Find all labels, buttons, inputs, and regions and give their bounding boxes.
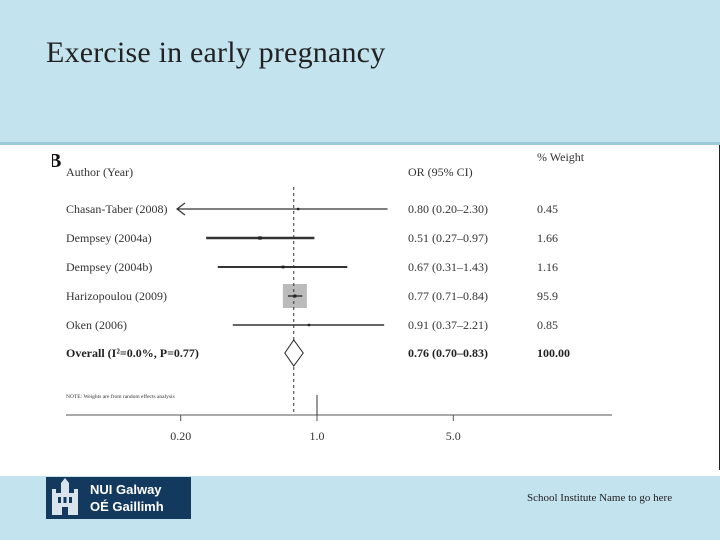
header-or: OR (95% CI) bbox=[408, 165, 473, 179]
point-estimate-dot bbox=[293, 294, 297, 298]
x-tick-label: 5.0 bbox=[446, 429, 461, 443]
institute-name: School Institute Name to go here bbox=[527, 492, 673, 504]
header-weight: % Weight bbox=[537, 150, 585, 164]
study-row: Chasan-Taber (2008) 0.80 (0.20–2.30) 0.45 bbox=[66, 202, 558, 216]
study-or-text: 0.77 (0.71–0.84) bbox=[408, 289, 488, 303]
study-or-text: 0.67 (0.31–1.43) bbox=[408, 260, 488, 274]
study-label: Oken (2006) bbox=[66, 318, 127, 332]
study-weight-text: 1.16 bbox=[537, 260, 558, 274]
point-estimate-box bbox=[258, 236, 262, 240]
study-or-text: 0.80 (0.20–2.30) bbox=[408, 202, 488, 216]
study-row: Harizopoulou (2009) 0.77 (0.71–0.84) 95.9 bbox=[66, 284, 558, 308]
header-band bbox=[0, 0, 720, 142]
ci-arrow-left bbox=[176, 202, 186, 216]
logo-text-irish: OÉ Gaillimh bbox=[90, 499, 164, 514]
study-or-text: 0.51 (0.27–0.97) bbox=[408, 231, 488, 245]
x-axis-ticks: 0.20 1.0 5.0 bbox=[170, 415, 461, 443]
logo-text-english: NUI Galway bbox=[90, 482, 162, 497]
forest-rows: Chasan-Taber (2008) 0.80 (0.20–2.30) 0.45 D… bbox=[66, 202, 558, 332]
study-label: Dempsey (2004b) bbox=[66, 260, 152, 274]
chart-note: NOTE: Weights are from random effects an… bbox=[66, 393, 175, 400]
x-tick-label: 1.0 bbox=[310, 429, 325, 443]
study-weight-text: 0.85 bbox=[537, 318, 558, 332]
slide-title: Exercise in early pregnancy bbox=[46, 36, 386, 69]
building-icon bbox=[46, 477, 84, 519]
study-label: Harizopoulou (2009) bbox=[66, 289, 167, 303]
forest-plot-panel: B Author (Year) OR (95% CI) % Weight Cha… bbox=[48, 145, 720, 470]
study-weight-text: 1.66 bbox=[537, 231, 558, 245]
study-row: Dempsey (2004b) 0.67 (0.31–1.43) 1.16 bbox=[66, 260, 558, 274]
panel-label: B bbox=[52, 150, 61, 172]
study-label: Dempsey (2004a) bbox=[66, 231, 152, 245]
header-divider bbox=[0, 142, 720, 145]
overall-label: Overall (I²=0.0%, P=0.77) bbox=[66, 346, 199, 360]
study-weight-text: 95.9 bbox=[537, 289, 558, 303]
point-estimate-box bbox=[307, 323, 311, 327]
point-estimate-box bbox=[296, 207, 300, 211]
study-row: Dempsey (2004a) 0.51 (0.27–0.97) 1.66 bbox=[66, 231, 558, 245]
university-logo[interactable]: NUI Galway OÉ Gaillimh bbox=[46, 477, 191, 519]
point-estimate-box bbox=[281, 265, 285, 269]
study-label: Chasan-Taber (2008) bbox=[66, 202, 167, 216]
x-tick-label: 0.20 bbox=[170, 429, 191, 443]
study-weight-text: 0.45 bbox=[537, 202, 558, 216]
overall-weight-text: 100.00 bbox=[537, 346, 570, 360]
study-or-text: 0.91 (0.37–2.21) bbox=[408, 318, 488, 332]
overall-diamond bbox=[284, 339, 304, 367]
study-row: Oken (2006) 0.91 (0.37–2.21) 0.85 bbox=[66, 318, 558, 332]
forest-plot: B Author (Year) OR (95% CI) % Weight Cha… bbox=[48, 150, 612, 443]
header-study: Author (Year) bbox=[66, 165, 133, 179]
overall-or-text: 0.76 (0.70–0.83) bbox=[408, 346, 488, 360]
